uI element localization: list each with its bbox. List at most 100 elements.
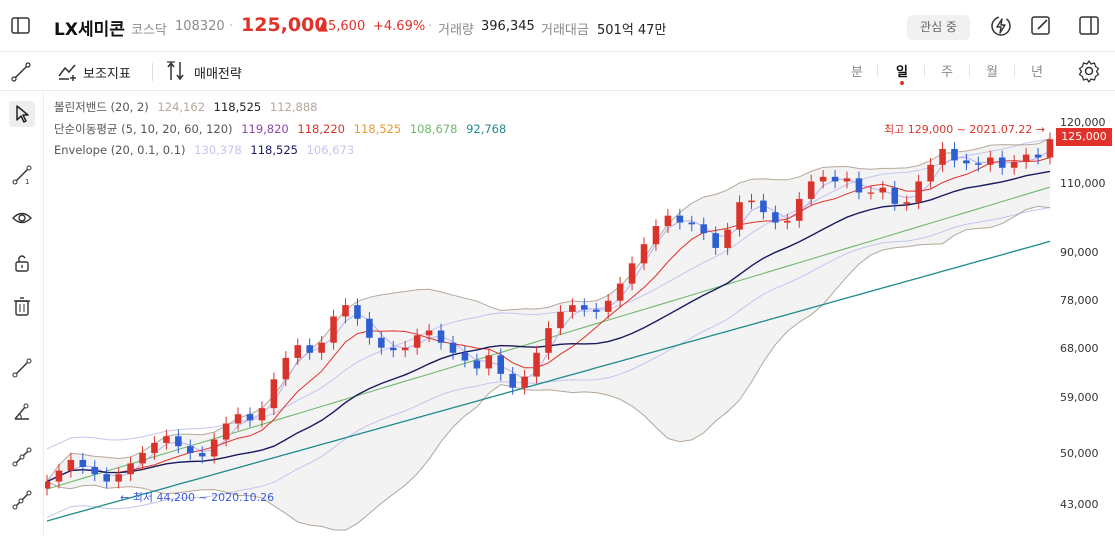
ma10-value: 118,220 — [297, 122, 345, 136]
y-axis-label: 90,000 — [1060, 246, 1099, 259]
bollinger-lower: 112,888 — [269, 100, 318, 114]
eye-icon — [12, 212, 32, 224]
candle-body — [258, 408, 266, 421]
ma60-value: 108,678 — [409, 122, 458, 136]
candle-body — [843, 178, 851, 182]
candle-body — [855, 178, 863, 193]
volume-value: 396,345 — [481, 19, 535, 34]
indicator-label: 보조지표 — [83, 67, 131, 82]
volume-label: 거래량 — [438, 23, 474, 38]
current-price-tag: 125,000 — [1056, 128, 1112, 146]
candle-body — [198, 453, 206, 457]
cursor-tool[interactable] — [9, 101, 35, 127]
candle-body — [784, 220, 791, 223]
gear-icon[interactable] — [1077, 59, 1101, 83]
candle-body — [748, 200, 755, 203]
candle-body — [139, 453, 146, 464]
period-separator — [924, 65, 925, 77]
candle-body — [557, 311, 564, 329]
candle-body — [306, 345, 313, 353]
candle-body — [760, 200, 767, 213]
envelope-mid: 118,525 — [250, 143, 298, 157]
candle-body — [330, 316, 337, 343]
channel-tool[interactable] — [9, 487, 35, 513]
period-year[interactable]: 년 — [1031, 65, 1043, 80]
visibility-tool[interactable] — [9, 205, 35, 231]
candle-body — [652, 226, 660, 245]
candle-body — [1022, 154, 1030, 162]
current-price: 125,000 — [241, 14, 328, 36]
candlestick-chart[interactable] — [45, 92, 1115, 536]
candle-body — [831, 176, 839, 182]
candle-body — [891, 187, 899, 204]
angle-tool[interactable] — [9, 399, 35, 425]
delete-tool[interactable] — [9, 293, 35, 319]
envelope-upper-line — [46, 138, 1051, 450]
stock-header: LX세미콘 코스닥 108320 · 125,000 ▲5,600 +4.69%… — [0, 0, 1115, 52]
candle-body — [545, 328, 552, 353]
envelope-upper: 130,378 — [194, 143, 242, 157]
y-axis-label: 68,000 — [1060, 342, 1099, 355]
indicator-button[interactable]: 보조지표 — [57, 60, 131, 84]
memo-edit-icon[interactable] — [1029, 14, 1053, 38]
trendline-tool[interactable]: 1 — [9, 162, 35, 188]
price-change-pct: +4.69% — [373, 19, 426, 34]
candle-body — [294, 345, 302, 358]
candle-body — [67, 459, 75, 471]
candle-body — [210, 439, 218, 457]
candle-body — [712, 233, 719, 248]
draw-line-icon[interactable] — [10, 61, 32, 83]
svg-text:1: 1 — [25, 178, 29, 185]
high-annotation: 최고 129,000 ~ 2021.07.22 → — [884, 123, 1046, 136]
period-minute[interactable]: 분 — [851, 65, 863, 80]
candle-body — [915, 181, 922, 203]
lightning-icon[interactable] — [989, 14, 1013, 38]
layout-icon[interactable] — [1077, 14, 1101, 38]
candle-body — [282, 357, 290, 380]
candle-body — [79, 459, 87, 467]
candle-body — [998, 157, 1006, 168]
trash-icon — [14, 297, 30, 316]
drawing-tools-panel: 1 — [0, 92, 44, 536]
watchlist-button[interactable]: 관심 중 — [907, 15, 970, 40]
candle-body — [1010, 161, 1018, 168]
stock-name: LX세미콘 — [54, 20, 125, 40]
envelope-legend: Envelope (20, 0.1, 0.1) 130,378 118,525 … — [54, 143, 359, 157]
envelope-lower: 106,673 — [306, 143, 355, 157]
period-month[interactable]: 월 — [986, 65, 998, 80]
active-period-dot — [900, 81, 904, 85]
candle-body — [807, 181, 815, 199]
candle-body — [378, 337, 385, 348]
candle-body — [318, 342, 325, 353]
sidebar-toggle-icon[interactable] — [10, 15, 32, 37]
amount-value: 501억 47만 — [597, 23, 667, 38]
candle-body — [389, 347, 397, 351]
candle-body — [449, 342, 457, 353]
candle-body — [604, 300, 612, 312]
candle-body — [103, 474, 110, 482]
candle-body — [951, 148, 958, 161]
polyline-tool[interactable] — [9, 444, 35, 470]
candle-body — [163, 436, 170, 443]
candle-body — [437, 330, 445, 343]
amount-label: 거래대금 — [541, 23, 589, 38]
candle-body — [640, 244, 648, 264]
candle-body — [795, 198, 803, 221]
candle-body — [91, 466, 99, 475]
period-week[interactable]: 주 — [941, 65, 953, 80]
ma-label: 단순이동평균 (5, 10, 20, 60, 120) — [54, 122, 233, 136]
candle-body — [509, 373, 516, 388]
period-day[interactable]: 일 — [896, 65, 908, 80]
candle-body — [628, 263, 636, 284]
line-tool[interactable] — [9, 355, 35, 381]
market-label: 코스닥 — [131, 23, 167, 38]
candle-body — [903, 202, 910, 204]
candle-body — [425, 330, 433, 336]
bollinger-label: 볼린저밴드 (20, 2) — [54, 100, 149, 114]
ma20-value: 118,525 — [353, 122, 402, 136]
lock-tool[interactable] — [9, 250, 35, 276]
candle-body — [497, 355, 505, 374]
strategy-button[interactable]: 매매전략 — [166, 60, 242, 84]
cursor-icon — [16, 105, 29, 123]
bollinger-upper: 124,162 — [157, 100, 206, 114]
